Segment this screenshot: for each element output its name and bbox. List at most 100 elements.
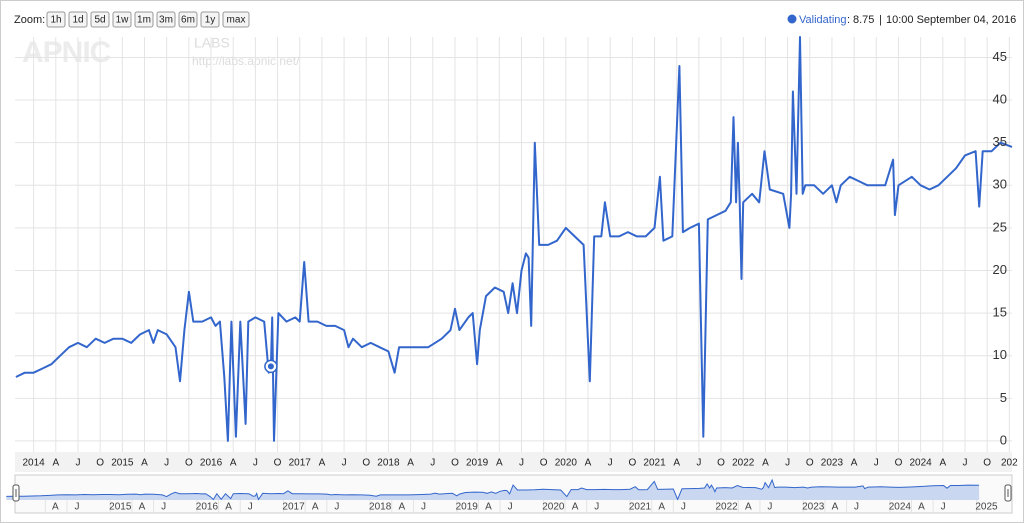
x-tick-label: 202 — [1001, 458, 1018, 469]
zoom-button[interactable] — [112, 11, 132, 28]
x-tick-label: 2014 — [23, 458, 46, 469]
x-tick-label: A — [319, 458, 326, 469]
x-tick-label: O — [96, 458, 104, 469]
x-tick-label: O — [806, 458, 814, 469]
navigator-tick-label: J — [941, 502, 946, 513]
navigator-tick-label: 2019 — [456, 502, 479, 513]
x-tick-label: J — [164, 458, 169, 469]
zoom-button[interactable] — [68, 11, 88, 28]
navigator-tick-label: 2015 — [109, 502, 132, 513]
x-tick-label: J — [962, 458, 967, 469]
y-tick-label: 40 — [993, 91, 1007, 106]
x-tick-label: A — [230, 458, 237, 469]
legend-sep: : — [847, 14, 850, 26]
zoom-button-label[interactable]: 6m — [181, 15, 195, 26]
navigator-tick-label: A — [745, 502, 752, 513]
zoom-button-label[interactable]: 1d — [72, 15, 83, 26]
x-tick-label: 2024 — [910, 458, 933, 469]
x-tick-label: J — [430, 458, 435, 469]
zoom-button-label[interactable]: 1y — [205, 15, 216, 26]
data-line — [15, 36, 1013, 442]
y-tick-label: 35 — [993, 134, 1007, 149]
navigator-line — [6, 478, 980, 501]
x-tick-label: O — [451, 458, 459, 469]
zoom-button[interactable] — [134, 11, 154, 28]
watermark-url: http://labs.apnic.net/ — [192, 54, 300, 68]
x-tick-label: 2023 — [821, 458, 844, 469]
x-axis-band — [15, 452, 1012, 472]
y-tick-label: 0 — [1000, 432, 1007, 447]
navigator-tick-label: A — [312, 502, 319, 513]
x-tick-label: 2022 — [732, 458, 755, 469]
x-tick-label: O — [983, 458, 991, 469]
y-tick-label: 20 — [993, 262, 1007, 277]
navigator-tick-label: J — [854, 502, 859, 513]
zoom-button[interactable] — [156, 11, 176, 28]
x-tick-label: O — [540, 458, 548, 469]
x-tick-label: J — [253, 458, 258, 469]
zoom-button-label[interactable]: max — [227, 15, 246, 26]
navigator-tick-label: 2018 — [369, 502, 392, 513]
x-tick-label: A — [585, 458, 592, 469]
legend-swatch — [787, 14, 797, 24]
x-tick-label: O — [362, 458, 370, 469]
x-tick-label: O — [895, 458, 903, 469]
navigator-tick-label: A — [139, 502, 146, 513]
navigator-tick-label: A — [832, 502, 839, 513]
navigator-tick-label: 2024 — [889, 502, 912, 513]
zoom-button[interactable] — [178, 11, 198, 28]
legend-sep: | — [879, 14, 882, 26]
navigator-tick-label: A — [918, 502, 925, 513]
zoom-button[interactable] — [200, 11, 220, 28]
x-tick-label: A — [673, 458, 680, 469]
navigator-tick-label: J — [681, 502, 686, 513]
navigator-tick-label: 2017 — [282, 502, 305, 513]
watermark-logo: APNIC — [22, 36, 111, 69]
navigator-tick-label: A — [52, 502, 59, 513]
navigator-tick-label: A — [572, 502, 579, 513]
y-tick-label: 30 — [993, 177, 1007, 192]
navigator-tick-label: A — [658, 502, 665, 513]
y-tick-label: 10 — [993, 347, 1007, 362]
zoom-button[interactable] — [46, 11, 66, 28]
x-tick-label: J — [696, 458, 701, 469]
x-tick-label: J — [519, 458, 524, 469]
y-tick-label: 15 — [993, 305, 1007, 320]
x-tick-label: A — [52, 458, 59, 469]
x-tick-label: 2017 — [289, 458, 312, 469]
navigator-tick-label: A — [225, 502, 232, 513]
zoom-button-label[interactable]: 5d — [94, 15, 105, 26]
zoom-button-label[interactable]: 1h — [50, 15, 61, 26]
navigator-tick-label: J — [594, 502, 599, 513]
navigator-tick-label: J — [508, 502, 513, 513]
zoom-button-label[interactable]: 3m — [159, 15, 173, 26]
zoom-button[interactable] — [222, 11, 250, 28]
zoom-button-label[interactable]: 1w — [116, 15, 130, 26]
x-tick-label: 2016 — [200, 458, 223, 469]
x-tick-label: O — [628, 458, 636, 469]
navigator-tick-label: 2023 — [802, 502, 825, 513]
x-tick-label: A — [407, 458, 414, 469]
navigator-tick-label: 2020 — [542, 502, 565, 513]
x-tick-label: 2020 — [555, 458, 578, 469]
navigator-tick-label: 2021 — [629, 502, 652, 513]
navigator-tick-label: J — [161, 502, 166, 513]
navigator-tick-label: J — [421, 502, 426, 513]
navigator-tick-label: J — [767, 502, 772, 513]
x-tick-label: A — [762, 458, 769, 469]
navigator-tick-label: 2016 — [196, 502, 219, 513]
x-tick-label: J — [342, 458, 347, 469]
x-tick-label: J — [608, 458, 613, 469]
x-tick-label: O — [717, 458, 725, 469]
x-tick-label: 2018 — [377, 458, 400, 469]
x-tick-label: A — [939, 458, 946, 469]
x-tick-label: 2019 — [466, 458, 489, 469]
navigator-tick-label: 2025 — [975, 502, 998, 513]
zoom-button[interactable] — [90, 11, 110, 28]
highlight-dot — [267, 363, 274, 370]
navigator-tick-label: 2022 — [715, 502, 738, 513]
zoom-button-label[interactable]: 1m — [137, 15, 151, 26]
zoom-label: Zoom: — [14, 14, 45, 26]
